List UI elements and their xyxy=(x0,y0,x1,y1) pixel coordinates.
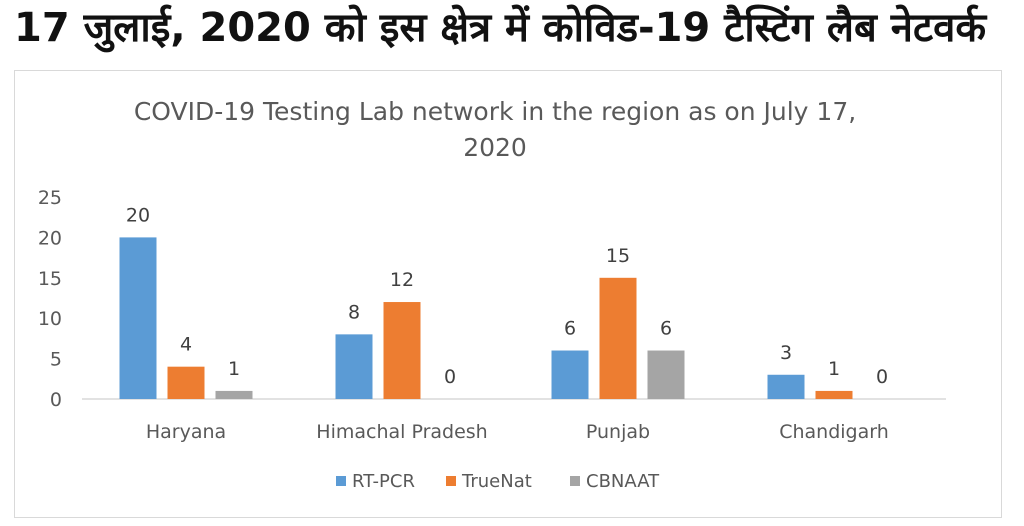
bar-truenat xyxy=(383,302,421,399)
bar-truenat xyxy=(815,390,853,399)
y-tick-label: 15 xyxy=(38,268,62,290)
category-label: Haryana xyxy=(146,421,226,443)
data-label: 6 xyxy=(660,318,672,340)
bars xyxy=(119,237,853,399)
y-tick-label: 20 xyxy=(38,227,62,249)
data-label: 8 xyxy=(348,301,360,323)
bar-truenat xyxy=(599,277,637,399)
legend-item-label: RT-PCR xyxy=(352,471,415,492)
data-label: 12 xyxy=(390,269,414,291)
data-label: 1 xyxy=(828,358,840,380)
category-label: Himachal Pradesh xyxy=(316,421,487,443)
category-label: Punjab xyxy=(586,421,650,443)
legend-swatch xyxy=(446,476,456,486)
bar-rt-pcr xyxy=(119,237,157,399)
y-tick-label: 0 xyxy=(50,389,62,411)
legend-swatch xyxy=(570,476,580,486)
category-label: Chandigarh xyxy=(779,421,889,443)
bar-rt-pcr xyxy=(767,374,805,399)
data-label: 1 xyxy=(228,358,240,380)
legend-item-label: CBNAAT xyxy=(586,471,660,492)
legend: RT-PCR TrueNat CBNAAT xyxy=(336,471,660,492)
y-tick-label: 5 xyxy=(50,349,62,371)
bar-cbnaat xyxy=(647,350,685,399)
chart-title-line-1: COVID-19 Testing Lab network in the regi… xyxy=(134,97,856,126)
y-tick-label: 10 xyxy=(38,308,62,330)
legend-swatch xyxy=(336,476,346,486)
chart-frame xyxy=(14,70,1002,518)
y-tick-label: 25 xyxy=(38,187,62,209)
data-label: 3 xyxy=(780,342,792,364)
chart-title-line-2: 2020 xyxy=(463,133,527,162)
bar-truenat xyxy=(167,366,205,399)
data-label: 0 xyxy=(444,366,456,388)
category-labels: Haryana Himachal Pradesh Punjab Chandigarh xyxy=(146,421,889,443)
headline: 17 जुलाई, 2020 को इस क्षेत्र में कोविड-1… xyxy=(14,5,987,51)
data-label: 20 xyxy=(126,204,150,226)
bar-rt-pcr xyxy=(335,334,373,399)
legend-item-label: TrueNat xyxy=(461,471,532,492)
bar-cbnaat xyxy=(215,390,253,399)
data-label: 15 xyxy=(606,245,630,267)
data-label: 6 xyxy=(564,318,576,340)
data-label: 4 xyxy=(180,334,192,356)
data-labels: 20 4 1 8 12 0 6 15 6 3 1 0 xyxy=(126,204,888,388)
y-axis-ticks: 0 5 10 15 20 25 xyxy=(38,187,62,411)
data-label: 0 xyxy=(876,366,888,388)
bar-rt-pcr xyxy=(551,350,589,399)
